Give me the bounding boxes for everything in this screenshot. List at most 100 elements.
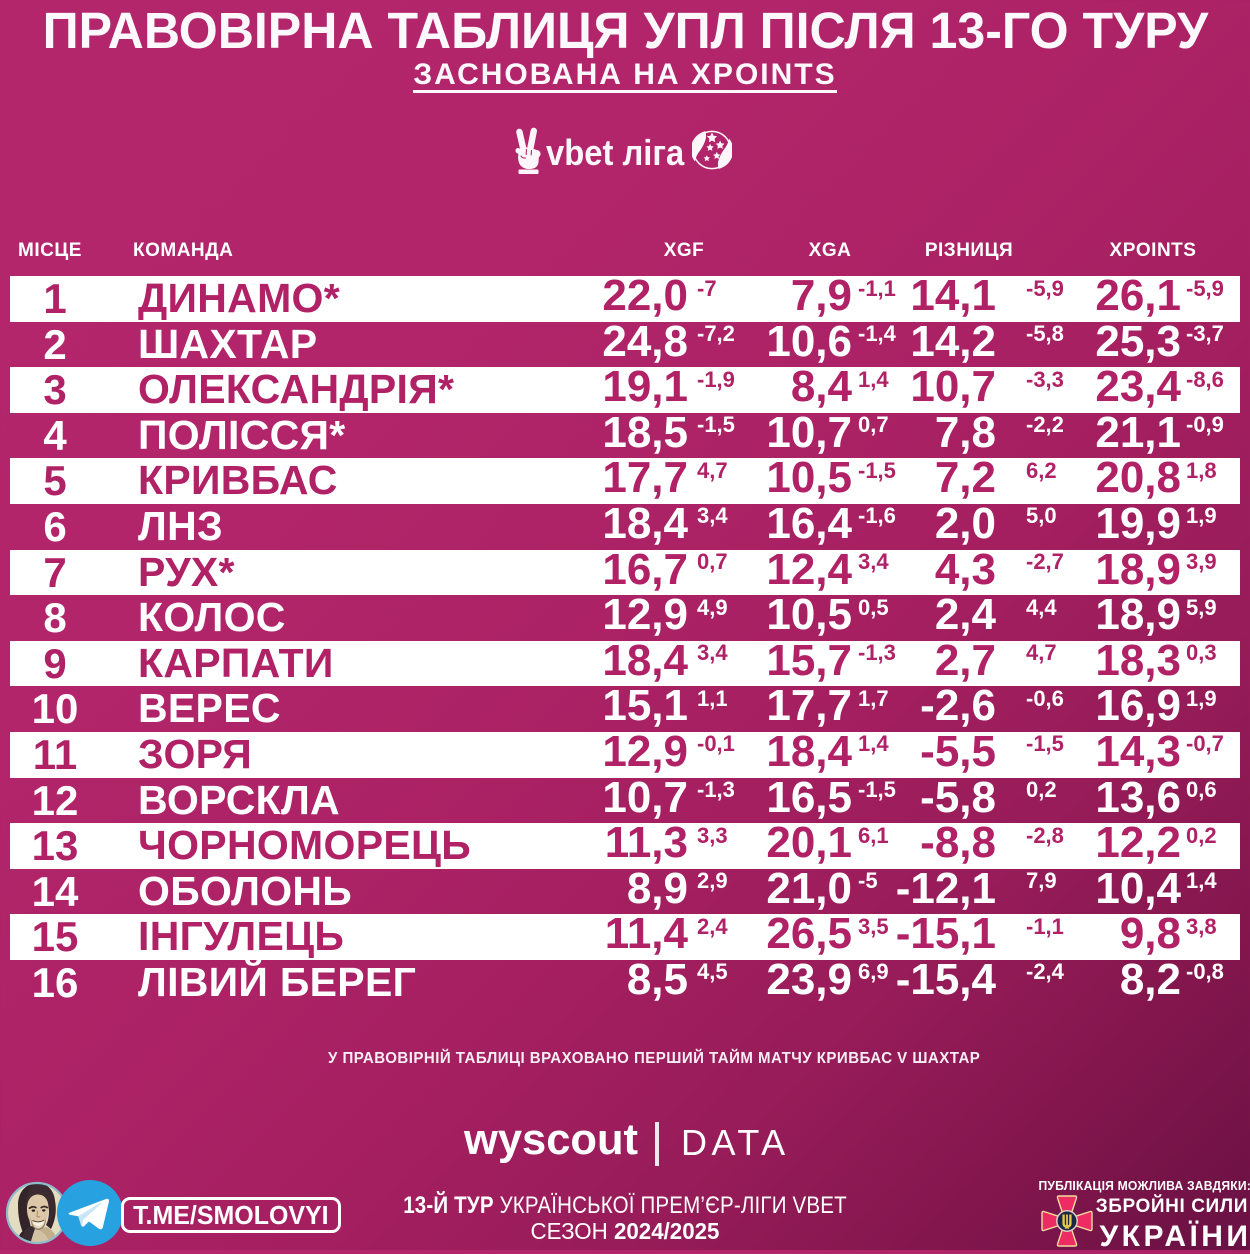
xga-value: 7,9 (790, 271, 852, 320)
col-header-diff: РІЗНИЦЯ (924, 240, 1014, 261)
xga-value: 15,7 (766, 635, 852, 685)
rank: 9 (43, 639, 67, 687)
diff-value: 2,7 (934, 635, 996, 685)
diff-delta: -3,3 (1026, 366, 1064, 392)
diff-value: -12,1 (895, 863, 996, 913)
table-row-14: 14 ОБОЛОНЬ 8,9 2,9 21,0 -5 -12,1 7,9 10,4 1,4 (10, 863, 1240, 915)
round-caption: 13-Й ТУР УКРАЇНСЬКОЇ ПРЕМ’ЄР-ЛІГИ VBET (403, 1192, 847, 1219)
xgf-delta: 3,4 (697, 640, 728, 666)
xgf-value: 8,9 (626, 863, 688, 913)
xpoints-delta: 0,6 (1186, 777, 1217, 803)
xga-delta: -1,1 (858, 275, 896, 301)
table-row-5: 5 КРИВБАС 17,7 4,7 10,5 -1,5 7,2 6,2 20,8 1,8 (10, 453, 1240, 504)
xpoints-delta: 3,8 (1186, 913, 1217, 939)
xgf-value: 22,0 (602, 271, 688, 320)
xgf-delta: -1,9 (697, 366, 735, 392)
table-row-8: 8 КОЛОС 12,9 4,9 10,5 0,5 2,4 4,4 18,9 5,9 (10, 590, 1240, 641)
xga-value: 10,6 (766, 316, 852, 366)
xpoints-value: 20,8 (1095, 453, 1181, 503)
table-row-3: 3 ОЛЕКСАНДРІЯ* 19,1 -1,9 8,4 1,4 10,7 -3,3 23,4-… (10, 362, 1240, 414)
team-name: ЛІВИЙ БЕРЕГ (138, 958, 417, 1005)
xgf-value: 19,1 (602, 362, 688, 412)
telegram-link[interactable]: T.ME/SMOLOVYI (121, 1197, 341, 1233)
xgf-delta: -1,5 (697, 412, 735, 438)
diff-delta: -2,2 (1026, 412, 1064, 438)
diff-delta: -2,8 (1026, 822, 1064, 848)
rank: 12 (31, 776, 79, 824)
xpoints-value: 23,4 (1095, 362, 1181, 412)
diff-value: -15,4 (895, 954, 996, 1004)
author-avatar (5, 1181, 69, 1245)
xgf-value: 18,5 (602, 407, 688, 457)
xgf-delta: 3,3 (697, 822, 728, 848)
xpoints-value: 12,2 (1095, 818, 1181, 868)
rank: 3 (43, 366, 67, 414)
xga-delta: -1,3 (858, 640, 896, 666)
rank: 6 (43, 502, 67, 550)
xgf-value: 18,4 (602, 635, 688, 685)
rank: 10 (31, 685, 79, 733)
table-row-9: 9 КАРПАТИ 18,4 3,4 15,7 -1,3 2,7 4,7 18,3 0,3 (10, 635, 1240, 687)
team-name: ВЕРЕС (138, 685, 281, 732)
xgf-delta: 4,7 (697, 457, 728, 483)
xpoints-delta: -0,9 (1186, 412, 1224, 438)
xgf-value: 8,5 (626, 954, 688, 1004)
xga-value: 10,5 (766, 453, 852, 503)
xga-delta: 0,7 (858, 412, 889, 438)
rank: 2 (43, 320, 67, 368)
xgf-delta: -7,2 (697, 321, 735, 347)
diff-value: -8,8 (920, 818, 996, 868)
team-name: ЗОРЯ (138, 730, 253, 777)
col-header-xpoints: XPOINTS (1109, 240, 1197, 261)
diff-value: -5,5 (920, 726, 996, 776)
col-header-place: МІСЦЕ (18, 240, 82, 261)
xgf-delta: -0,1 (697, 731, 735, 757)
col-header-xga: XGA (808, 240, 852, 261)
season-caption: СЕЗОН 2024/2025 (530, 1218, 720, 1244)
credit-label: ПУБЛІКАЦІЯ МОЖЛИВА ЗАВДЯКИ: (1038, 1179, 1250, 1193)
league-table: 1 ДИНАМО* 22,0 -7 7,9 -1,1 14,1 -5,9 26,1 -5,9 2 ША… (10, 271, 1240, 1006)
xga-value: 16,5 (766, 772, 852, 822)
vbet-league-logo: vbet ліга (0, 126, 1250, 176)
diff-delta: -2,7 (1026, 549, 1064, 575)
xgf-delta: 1,1 (697, 685, 728, 711)
xgf-value: 11,3 (604, 818, 688, 868)
xpoints-delta: -0,7 (1186, 731, 1224, 757)
armed-forces-emblem-icon (1041, 1195, 1093, 1247)
diff-value: 2,4 (934, 590, 996, 640)
team-name: КАРПАТИ (138, 639, 334, 686)
team-name: ОЛЕКСАНДРІЯ* (138, 366, 455, 413)
xpoints-delta: -5,9 (1186, 275, 1224, 301)
logo-divider (655, 1122, 659, 1166)
telegram-handle: T.ME/SMOLOVYI (133, 1199, 329, 1230)
footer-caption: 13-Й ТУР УКРАЇНСЬКОЇ ПРЕМ’ЄР-ЛІГИ VBET С… (0, 1192, 1250, 1245)
xgf-delta: 0,7 (697, 549, 728, 575)
xpoints-value: 18,3 (1095, 635, 1181, 685)
xpoints-value: 10,4 (1095, 863, 1181, 913)
diff-value: 2,0 (934, 498, 996, 548)
xgf-value: 15,1 (602, 681, 688, 731)
team-name: КОЛОС (138, 594, 286, 641)
xga-value: 26,5 (766, 909, 852, 959)
diff-delta: -0,6 (1026, 685, 1064, 711)
xga-value: 10,5 (766, 590, 852, 640)
table-column-headers: МІСЦЕ КОМАНДА XGF XGA РІЗНИЦЯ XPOINTS (0, 236, 1250, 266)
xpoints-value: 9,8 (1119, 909, 1181, 959)
xgf-value: 12,9 (602, 590, 688, 640)
xga-delta: -5 (858, 868, 878, 894)
team-name: ПОЛІССЯ* (138, 411, 346, 458)
rank: 14 (31, 867, 79, 915)
col-header-xgf: XGF (663, 240, 705, 261)
team-name: ВОРСКЛА (138, 776, 340, 823)
victory-hand-icon (515, 127, 541, 174)
xga-value: 10,7 (766, 407, 852, 457)
diff-value: 10,7 (910, 362, 996, 412)
diff-value: -2,6 (920, 681, 996, 731)
xpoints-value: 14,3 (1095, 726, 1181, 776)
team-name: ІНГУЛЕЦЬ (138, 913, 345, 960)
xpoints-delta: -0,8 (1186, 959, 1224, 985)
xga-delta: -1,5 (858, 457, 896, 483)
xgf-value: 12,9 (602, 726, 688, 776)
xgf-value: 17,7 (602, 453, 688, 503)
